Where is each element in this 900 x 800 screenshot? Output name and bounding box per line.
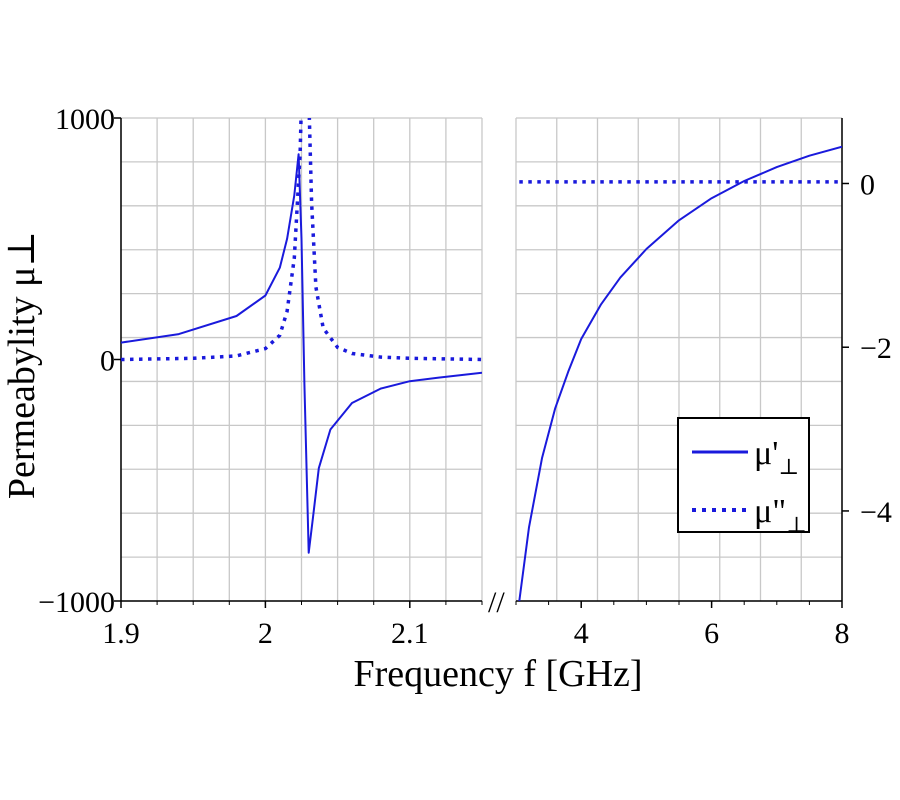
axis-break-marker: //	[488, 586, 505, 619]
y-tick-label: −4	[860, 496, 892, 529]
right-panel: 4 6 8 −4 −2 0	[515, 117, 892, 650]
y-axis-label: Permeabylity μ⊥	[1, 231, 43, 499]
y-tick-label: −1000	[38, 586, 115, 619]
x-tick-label: 1.9	[102, 617, 140, 650]
x-tick-label: 6	[704, 617, 719, 650]
x-tick-label: 4	[574, 617, 589, 650]
x-tick-label: 2	[258, 617, 273, 650]
y-tick-label: 0	[100, 345, 115, 378]
left-panel: 1.9 2 2.1 −1000 0 1000	[38, 103, 483, 650]
x-tick-label: 8	[835, 617, 850, 650]
legend-box	[677, 417, 810, 533]
x-tick-label: 2.1	[391, 617, 429, 650]
right-grid	[515, 117, 843, 602]
x-axis-label: Frequency f [GHz]	[353, 653, 642, 695]
y-tick-label: −2	[860, 332, 892, 365]
y-tick-label: 1000	[55, 103, 115, 136]
y-tick-label: 0	[860, 168, 875, 201]
legend: μ'⊥μ"⊥	[677, 417, 810, 537]
right-series-mu_real	[518, 145, 842, 601]
left-series-mu_real	[121, 153, 482, 554]
